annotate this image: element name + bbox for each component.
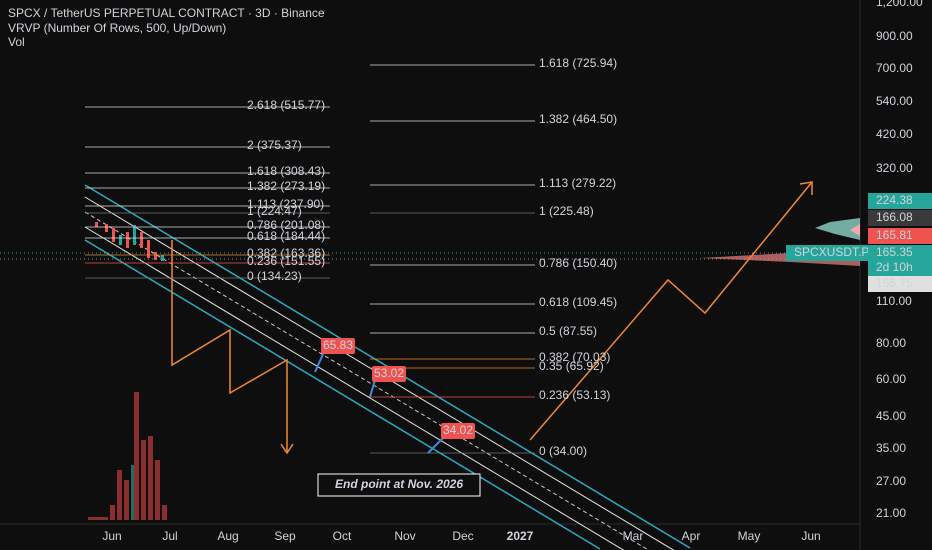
time-tick-label: Apr <box>682 529 701 543</box>
price-badge-label: 166.08 <box>876 210 913 224</box>
fib-label: 1 (224.47) <box>247 204 302 218</box>
fib-label: 0.35 (65.92) <box>539 359 604 373</box>
price-tick-label: 1,200.00 <box>876 0 923 9</box>
price-badge <box>868 228 932 244</box>
price-tick-label: 540.00 <box>876 94 913 108</box>
fib-label: 1.618 (725.94) <box>539 56 617 70</box>
fib-label: 2 (375.37) <box>247 138 302 152</box>
price-badge-label: 155.75 <box>876 276 913 290</box>
callout-box <box>441 423 475 439</box>
callout-label: 34.02 <box>443 423 473 437</box>
time-tick-label: Oct <box>333 529 352 543</box>
volume-bars <box>88 392 167 520</box>
fib-label: 0.382 (70.03) <box>539 350 610 364</box>
fib-label: 1 (225.48) <box>539 204 594 218</box>
price-tick-label: 320.00 <box>876 161 913 175</box>
channel <box>84 184 691 550</box>
price-badge <box>786 245 868 261</box>
header-indicator: VRVP (Number Of Rows, 500, Up/Down) <box>8 21 226 35</box>
fib-label: 0.786 (150.40) <box>539 256 617 270</box>
time-tick-label: Jun <box>801 529 820 543</box>
fib-label: 0 (34.00) <box>539 444 587 458</box>
price-tick-label: 27.00 <box>876 474 906 488</box>
price-badge-label: 2d 10h <box>876 260 913 274</box>
fib-label: 0.618 (109.45) <box>539 295 617 309</box>
callout-pointer <box>369 379 376 398</box>
fib-label: 0.236 (151.55) <box>247 254 325 268</box>
callout-label: 53.02 <box>374 366 404 380</box>
price-badge <box>868 245 932 261</box>
header-symbol: SPCX / TetherUS PERPETUAL CONTRACT · 3D … <box>8 6 325 20</box>
projection <box>171 181 813 455</box>
time-tick-label: Jul <box>162 529 177 543</box>
fib-label: 0.5 (87.55) <box>539 324 597 338</box>
note-box <box>317 473 481 497</box>
price-badge <box>868 210 932 226</box>
fib-label: 0.236 (53.13) <box>539 388 610 402</box>
price-badge-label: 165.35 <box>876 245 913 259</box>
callout-label: 65.83 <box>323 338 353 352</box>
fib-label: 0.786 (201.08) <box>247 218 325 232</box>
header-volume: Vol <box>8 35 25 49</box>
price-tick-label: 45.00 <box>876 409 906 423</box>
price-badge <box>868 276 932 292</box>
time-tick-label: Dec <box>452 529 473 543</box>
price-badge-label: 165.81 <box>876 228 913 242</box>
price-tick-label: 420.00 <box>876 127 913 141</box>
time-tick-label: Mar <box>623 529 644 543</box>
fib-label: 0 (134.23) <box>247 269 302 283</box>
time-tick-label: 2027 <box>507 529 534 543</box>
price-badge <box>868 193 932 209</box>
candles <box>95 222 164 261</box>
price-tick-label: 900.00 <box>876 29 913 43</box>
time-tick-label: Jun <box>102 529 121 543</box>
fib-label: 1.113 (279.22) <box>539 176 616 190</box>
time-tick-label: Aug <box>217 529 238 543</box>
note-label: End point at Nov. 2026 <box>335 477 463 491</box>
fib-label: 1.382 (273.19) <box>247 179 325 193</box>
time-tick-label: Sep <box>274 529 296 543</box>
fib-label: 0.382 (163.36) <box>247 246 325 260</box>
price-badge-label: 224.38 <box>876 193 913 207</box>
price-tick-label: 80.00 <box>876 336 906 350</box>
fib-label: 0.618 (184.44) <box>247 229 325 243</box>
price-tick-label: 21.00 <box>876 506 906 520</box>
fib-label: 2.618 (515.77) <box>247 98 325 112</box>
price-tick-label: 35.00 <box>876 441 906 455</box>
fib-label: 1.382 (464.50) <box>539 112 617 126</box>
callout-box <box>321 338 355 354</box>
callout-box <box>372 366 406 382</box>
price-tick-label: 110.00 <box>876 294 912 308</box>
callout-pointer <box>427 436 445 454</box>
fib-label: 1.618 (308.43) <box>247 164 325 178</box>
price-badge-label: SPCXUSDT.P <box>794 245 869 259</box>
price-tick-label: 700.00 <box>876 61 913 75</box>
price-badge <box>868 260 932 276</box>
time-tick-label: May <box>738 529 761 543</box>
fib-label: 1.113 (237.90) <box>247 197 324 211</box>
price-tick-label: 60.00 <box>876 372 906 386</box>
callout-pointer <box>314 351 325 373</box>
time-tick-label: Nov <box>394 529 415 543</box>
